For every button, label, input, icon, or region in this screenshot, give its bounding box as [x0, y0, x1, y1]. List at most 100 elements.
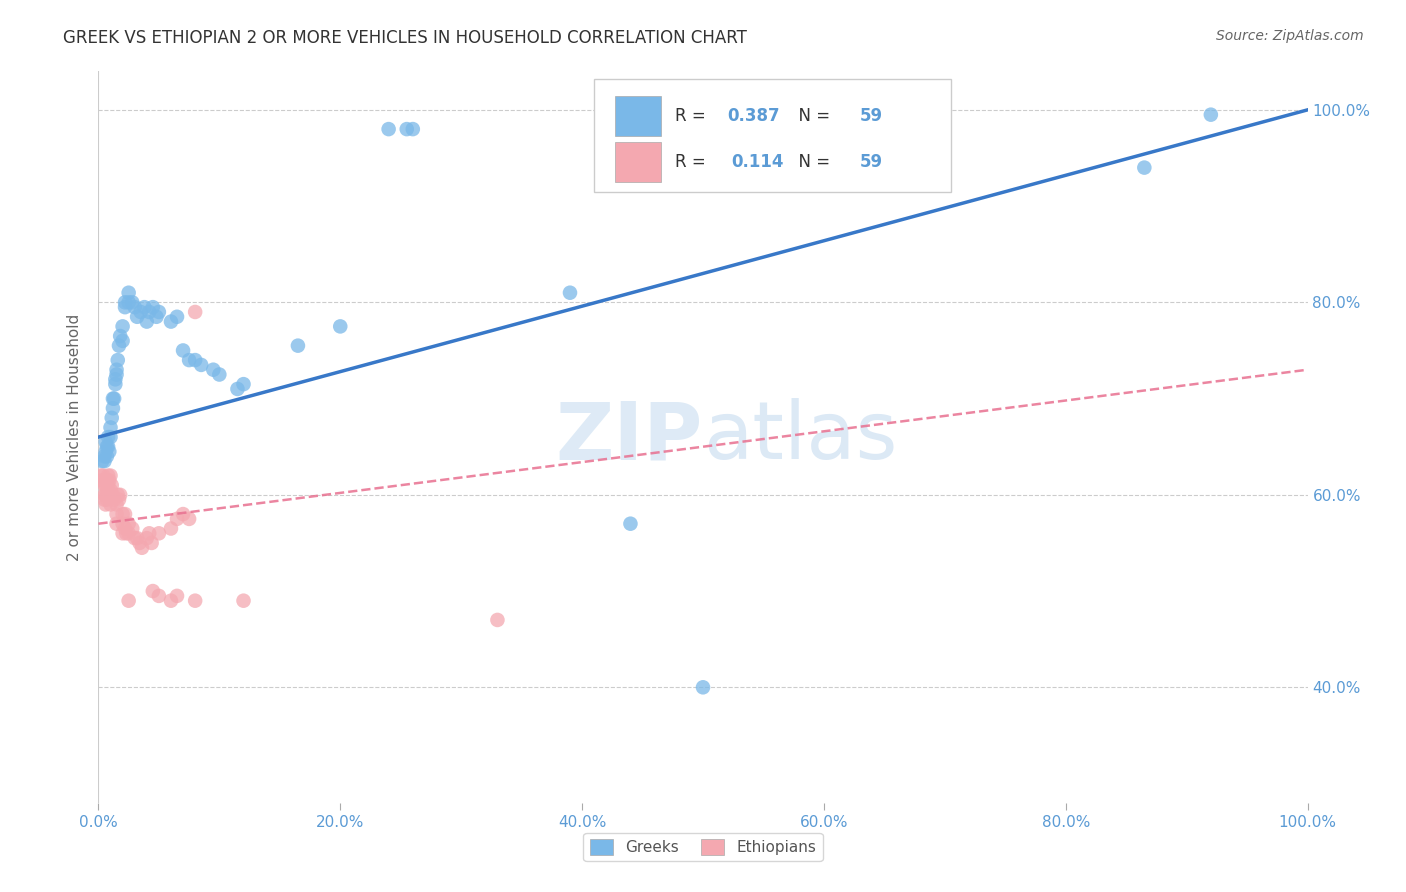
Point [100, 410, 122, 425]
Point [96, 440, 118, 454]
Point [111, 507, 134, 521]
Point [148, 305, 170, 319]
Point [377, 122, 399, 136]
Point [118, 526, 141, 541]
Text: N =: N = [787, 153, 835, 171]
Point [208, 368, 231, 382]
Point [107, 353, 129, 368]
Point [98, 488, 121, 502]
Point [100, 483, 122, 497]
Point [96, 492, 118, 507]
Point [93, 492, 115, 507]
Point [142, 300, 165, 314]
Legend: Greeks, Ethiopians: Greeks, Ethiopians [583, 833, 823, 861]
Point [108, 338, 131, 352]
Point [118, 593, 141, 607]
Point [138, 305, 160, 319]
Point [111, 526, 134, 541]
Point [128, 536, 150, 550]
Point [124, 531, 146, 545]
Text: GREEK VS ETHIOPIAN 2 OR MORE VEHICLES IN HOUSEHOLD CORRELATION CHART: GREEK VS ETHIOPIAN 2 OR MORE VEHICLES IN… [63, 29, 747, 46]
Point [100, 498, 122, 512]
Point [184, 305, 207, 319]
Point [111, 516, 134, 531]
Point [94, 498, 117, 512]
Point [124, 300, 146, 314]
Point [131, 541, 153, 555]
Point [329, 319, 352, 334]
Point [121, 521, 143, 535]
Point [101, 401, 124, 416]
Point [105, 516, 128, 531]
Point [179, 353, 201, 368]
Point [141, 536, 163, 550]
Text: N =: N = [787, 107, 835, 125]
Point [114, 295, 136, 310]
Text: R =: R = [675, 153, 717, 171]
Point [115, 526, 138, 541]
Point [100, 468, 122, 483]
Point [114, 507, 136, 521]
Text: Source: ZipAtlas.com: Source: ZipAtlas.com [1216, 29, 1364, 43]
Point [135, 315, 157, 329]
Point [486, 613, 509, 627]
Point [135, 531, 157, 545]
Point [108, 329, 131, 343]
Y-axis label: 2 or more Vehicles in Household: 2 or more Vehicles in Household [67, 313, 83, 561]
Point [97, 430, 120, 444]
Point [105, 498, 128, 512]
Text: R =: R = [675, 107, 711, 125]
Text: 59: 59 [860, 107, 883, 125]
Point [190, 358, 212, 372]
Point [166, 589, 188, 603]
Point [105, 362, 128, 376]
Point [97, 488, 120, 502]
Point [91, 474, 114, 488]
Point [91, 454, 114, 468]
Point [184, 353, 207, 368]
Point [103, 492, 125, 507]
Point [93, 450, 115, 464]
Point [96, 474, 118, 488]
Point [101, 488, 124, 502]
Point [1133, 161, 1156, 175]
Point [97, 478, 120, 492]
Point [1199, 108, 1222, 122]
Point [202, 362, 225, 376]
Point [104, 377, 127, 392]
Point [94, 478, 117, 492]
Point [100, 430, 122, 444]
Point [105, 368, 128, 382]
Point [93, 488, 115, 502]
Point [160, 521, 183, 535]
Point [148, 526, 170, 541]
Point [104, 372, 127, 386]
FancyBboxPatch shape [595, 78, 950, 192]
Point [172, 343, 194, 358]
Point [121, 295, 143, 310]
Point [97, 440, 120, 454]
Point [395, 122, 418, 136]
Point [94, 444, 117, 458]
Point [232, 593, 254, 607]
Point [402, 122, 425, 136]
Point [111, 334, 134, 348]
Point [98, 444, 121, 458]
Point [96, 450, 118, 464]
FancyBboxPatch shape [614, 142, 661, 182]
Point [96, 483, 118, 497]
Point [94, 434, 117, 449]
Text: 0.387: 0.387 [727, 107, 780, 125]
Point [127, 310, 149, 324]
Point [179, 512, 201, 526]
Point [118, 516, 141, 531]
Point [138, 526, 160, 541]
Point [692, 681, 714, 695]
Point [93, 478, 115, 492]
Point [160, 593, 183, 607]
Point [184, 593, 207, 607]
Point [108, 492, 131, 507]
Point [114, 300, 136, 314]
Point [107, 488, 129, 502]
Point [142, 584, 165, 599]
